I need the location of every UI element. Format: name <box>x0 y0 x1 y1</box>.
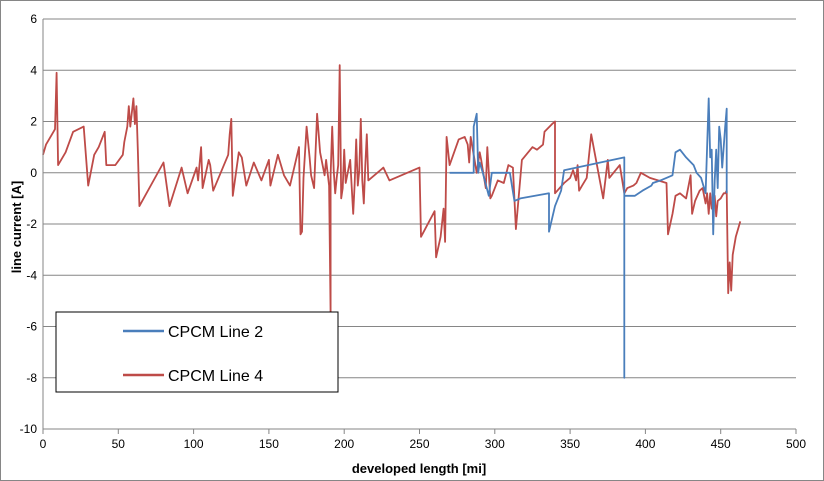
y-tick-label: -10 <box>20 422 38 436</box>
x-tick-label: 400 <box>635 437 655 451</box>
series-line-cpcm-line-2 <box>449 97 728 379</box>
y-tick-label: -6 <box>26 320 37 334</box>
series-lines <box>42 64 742 379</box>
x-tick-label: 0 <box>40 437 47 451</box>
x-tick-labels: 0 50 100 150 200 250 300 350 400 450 500 <box>40 437 807 451</box>
x-tick-label: 50 <box>112 437 126 451</box>
legend-label-line-4: CPCM Line 4 <box>168 368 263 385</box>
x-tick-label: 150 <box>259 437 279 451</box>
series-line-cpcm-line-4 <box>42 64 742 315</box>
x-tick-label: 450 <box>711 437 731 451</box>
x-axis-title: developed length [mi] <box>352 461 486 476</box>
legend-box <box>55 311 339 393</box>
y-tick-label: -8 <box>26 371 37 385</box>
x-tick-label: 250 <box>409 437 429 451</box>
legend: CPCM Line 2 CPCM Line 4 <box>55 311 339 393</box>
y-axis-title: line current [A] <box>9 181 24 273</box>
x-tick-label: 300 <box>485 437 505 451</box>
y-tick-label: 4 <box>30 63 37 77</box>
y-tick-label: -2 <box>26 217 37 231</box>
x-tick-label: 350 <box>560 437 580 451</box>
legend-label-line-2: CPCM Line 2 <box>168 324 263 341</box>
y-tick-label: 0 <box>30 166 37 180</box>
y-tick-labels: 6 4 2 0 -2 -4 -6 -8 -10 <box>20 12 38 436</box>
x-tick-label: 200 <box>334 437 354 451</box>
x-tick-label: 500 <box>786 437 806 451</box>
x-tick-label: 100 <box>184 437 204 451</box>
y-tick-label: 2 <box>30 115 37 129</box>
y-tick-label: 6 <box>30 12 37 26</box>
axes <box>42 19 797 434</box>
y-tick-label: -4 <box>26 268 37 282</box>
